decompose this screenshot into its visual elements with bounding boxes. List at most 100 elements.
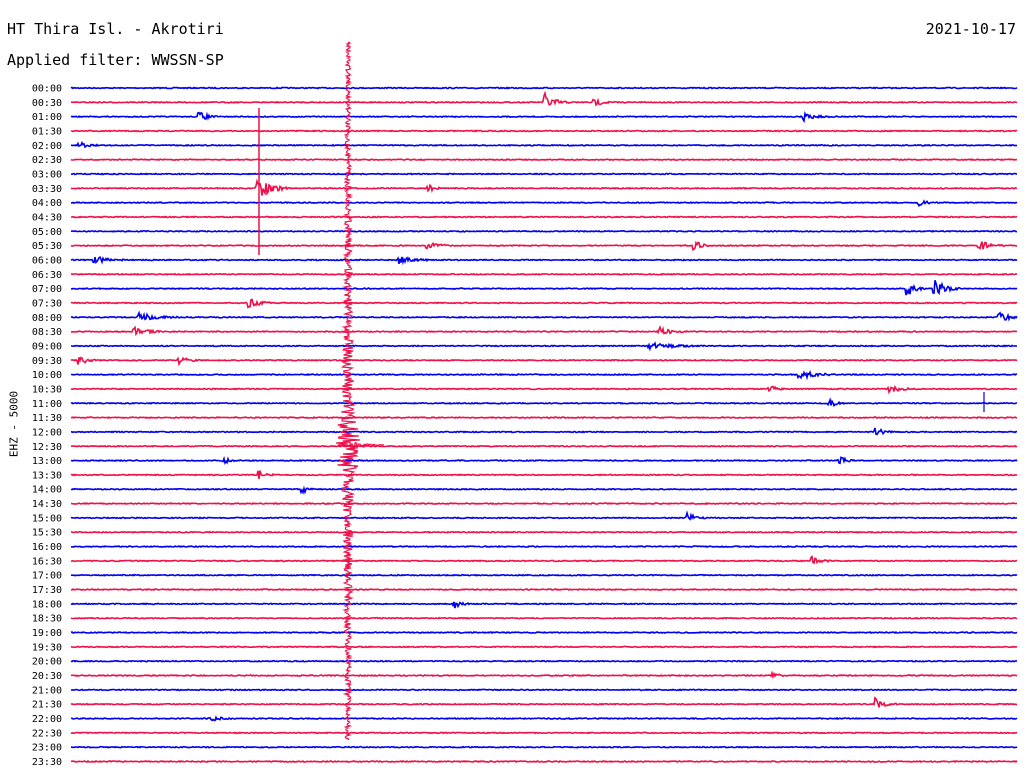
- trace-row: [70, 631, 1018, 635]
- trace-row: [70, 384, 1018, 395]
- trace-row: [70, 370, 1018, 381]
- time-label: 12:00: [32, 427, 62, 438]
- trace-row: [70, 310, 1018, 322]
- time-label: 20:30: [32, 671, 62, 682]
- time-label: 21:00: [32, 685, 62, 696]
- time-label: 18:30: [32, 614, 62, 625]
- trace-row: [70, 172, 1018, 176]
- trace-row: [70, 444, 1018, 448]
- time-label: 00:00: [32, 84, 62, 95]
- trace-row: [70, 455, 1018, 465]
- time-labels: 00:00 00:30 01:00 01:30 02:00 02:30 03:00 03:30…: [32, 84, 62, 769]
- time-label: 02:30: [32, 155, 62, 166]
- time-label: 09:00: [32, 341, 62, 352]
- trace-row: [70, 485, 1018, 495]
- trace-row: [71, 573, 1018, 577]
- time-label: 22:30: [32, 728, 62, 739]
- time-label: 21:30: [32, 700, 62, 711]
- trace-row: [70, 110, 1018, 124]
- trace-row: [70, 745, 1018, 749]
- time-label: 05:00: [32, 227, 62, 238]
- trace-row: [70, 659, 1017, 663]
- trace-row: [70, 545, 1018, 549]
- time-label: 19:00: [32, 628, 62, 639]
- trace-row: [71, 415, 1018, 420]
- trace-row: [70, 427, 1018, 436]
- time-label: 11:00: [32, 399, 62, 410]
- trace-row: [70, 178, 1018, 196]
- time-label: 22:00: [32, 714, 62, 725]
- trace-row: [70, 510, 1018, 521]
- trace-row: [70, 255, 1018, 266]
- trace-row: [71, 140, 1018, 149]
- trace-row: [70, 199, 1018, 208]
- time-label: 09:30: [32, 356, 62, 367]
- time-label: 23:00: [32, 743, 62, 754]
- time-label: 14:00: [32, 485, 62, 496]
- time-label: 15:30: [32, 528, 62, 539]
- time-label: 13:00: [32, 456, 62, 467]
- trace-row: [70, 86, 1018, 90]
- quake-waveform: [336, 41, 360, 741]
- earthquake-trace: [258, 41, 985, 741]
- trace-row: [70, 588, 1018, 592]
- trace-row: [70, 688, 1018, 692]
- time-label: 01:30: [32, 126, 62, 137]
- trace-row: [70, 645, 1018, 649]
- trace-row: [70, 90, 1018, 107]
- time-label: 15:00: [32, 513, 62, 524]
- trace-row: [70, 501, 1018, 506]
- trace-row: [70, 356, 1018, 367]
- time-label: 13:30: [32, 470, 62, 481]
- time-label: 06:30: [32, 270, 62, 281]
- time-label: 10:30: [32, 384, 62, 395]
- time-label: 14:30: [32, 499, 62, 510]
- trace-row: [70, 530, 1018, 534]
- time-label: 07:00: [32, 284, 62, 295]
- time-label: 23:30: [32, 757, 62, 768]
- time-label: 18:00: [32, 599, 62, 610]
- time-label: 06:00: [32, 255, 62, 266]
- time-label: 02:00: [32, 141, 62, 152]
- trace-row: [70, 397, 1018, 408]
- trace-row: [70, 759, 1018, 764]
- time-label: 04:00: [32, 198, 62, 209]
- trace-row: [70, 158, 1018, 162]
- trace-row: [70, 341, 1018, 352]
- trace-row: [70, 298, 1018, 309]
- time-label: 08:30: [32, 327, 62, 338]
- time-label: 11:30: [32, 413, 62, 424]
- time-label: 19:30: [32, 642, 62, 653]
- trace-row: [70, 324, 1018, 337]
- time-label: 00:30: [32, 98, 62, 109]
- time-label: 05:30: [32, 241, 62, 252]
- trace-row: [70, 470, 1018, 479]
- time-label: 01:00: [32, 112, 62, 123]
- time-label: 20:00: [32, 657, 62, 668]
- seismic-traces: [70, 86, 1018, 764]
- quake-coda: [349, 441, 385, 451]
- trace-row: [70, 616, 1018, 620]
- time-label: 03:00: [32, 169, 62, 180]
- record-date: 2021-10-17: [925, 20, 1016, 38]
- time-label: 07:30: [32, 298, 62, 309]
- trace-row: [70, 554, 1018, 565]
- time-label: 10:00: [32, 370, 62, 381]
- trace-row: [70, 696, 1017, 708]
- trace-row: [70, 129, 1017, 133]
- time-label: 03:30: [32, 184, 62, 195]
- trace-row: [70, 229, 1018, 233]
- time-label: 16:30: [32, 556, 62, 567]
- time-label: 08:00: [32, 313, 62, 324]
- trace-row: [70, 215, 1018, 219]
- trace-row: [70, 240, 1018, 252]
- time-label: 12:30: [32, 442, 62, 453]
- trace-row: [70, 715, 1018, 722]
- station-title: HT Thira Isl. - Akrotiri: [7, 20, 224, 38]
- trace-row: [70, 280, 1018, 296]
- trace-row: [70, 601, 1018, 609]
- time-label: 04:30: [32, 212, 62, 223]
- time-label: 17:30: [32, 585, 62, 596]
- time-label: 16:00: [32, 542, 62, 553]
